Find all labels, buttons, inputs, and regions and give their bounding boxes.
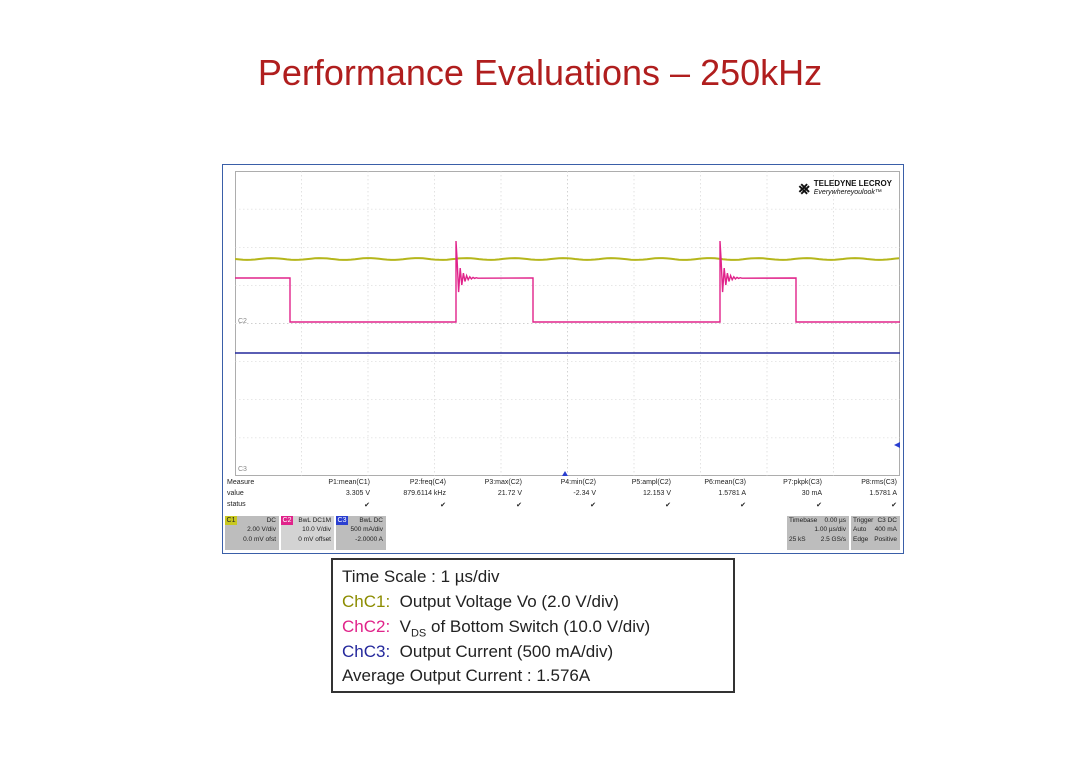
trigger-descriptor[interactable]: Trigger C3 DC Auto 400 mA Edge Positive [851, 516, 900, 550]
measure-name[interactable]: P5:ampl(C2) [631, 479, 671, 486]
measure-status-check-icon: ✔ [665, 502, 671, 509]
trigger-source: C3 DC [877, 517, 897, 524]
legend-ch3-desc: Output Current (500 mA/div) [399, 642, 614, 661]
legend-ch1: ChC1: Output Voltage Vo (2.0 V/div) [342, 592, 619, 612]
channel-tag: C3 [336, 516, 348, 525]
channel-offset: 0 mV offset [298, 536, 331, 543]
trigger-label: Trigger [853, 517, 874, 524]
measure-value: -2.34 V [573, 490, 596, 497]
trace-ch2-vds [235, 240, 900, 323]
measure-name[interactable]: P4:min(C2) [560, 479, 596, 486]
measure-status-check-icon: ✔ [440, 502, 446, 509]
channel-coupling: DC [266, 517, 276, 524]
channel-scale: 500 mA/div [350, 526, 383, 533]
trigger-slope: Positive [874, 536, 897, 543]
legend-ch3-label: ChC3: [342, 642, 391, 661]
measure-value: 21.72 V [497, 490, 522, 497]
measure-name[interactable]: P8:rms(C3) [861, 479, 897, 486]
channel-coupling: BwL DC1M [298, 517, 331, 524]
channel-c2-descriptor[interactable]: C2 BwL DC1M 10.0 V/div 0 mV offset [281, 516, 334, 550]
measure-status-check-icon: ✔ [816, 502, 822, 509]
trigger-type: Edge [853, 536, 869, 543]
channel-marker-c2: C2 [238, 318, 247, 325]
channel-offset: 0.0 mV ofst [243, 536, 276, 543]
channel-offset: -2.0000 A [355, 536, 383, 543]
value-row-label: value [227, 490, 244, 497]
trigger-position-marker [562, 471, 568, 476]
measure-name[interactable]: P7:pkpk(C3) [783, 479, 822, 486]
measure-value: 1.5781 A [869, 490, 897, 497]
measure-value: 30 mA [801, 490, 822, 497]
timebase-rate: 2.5 GS/s [820, 536, 846, 543]
measure-status-check-icon: ✔ [516, 502, 522, 509]
time-scale-text: Time Scale : 1 µs/div [342, 567, 500, 586]
measure-name[interactable]: P1:mean(C1) [328, 479, 370, 486]
legend-ch1-label: ChC1: [342, 592, 391, 611]
waveform-display: C2 C3 ⨳ TELEDYNE LECROY Everywhereyouloo… [235, 171, 900, 476]
legend-ch1-desc: Output Voltage Vo (2.0 V/div) [399, 592, 619, 611]
channel-c3-descriptor[interactable]: C3 BwL DC 500 mA/div -2.0000 A [336, 516, 386, 550]
timebase-descriptor[interactable]: Timebase 0.00 µs 1.00 µs/div 25 kS 2.5 G… [787, 516, 849, 550]
timebase-label: Timebase [789, 517, 818, 524]
measure-row-label: Measure [227, 479, 255, 486]
measure-name[interactable]: P3:max(C2) [484, 479, 522, 486]
trigger-level: 400 mA [874, 526, 897, 533]
channel-tag: C1 [225, 516, 237, 525]
measure-value: 879.6114 kHz [403, 490, 446, 497]
channel-controls: C1 DC 2.00 V/div 0.0 mV ofst C2 BwL DC1M… [225, 516, 900, 550]
measure-value: 3.305 V [345, 490, 370, 497]
channel-scale: 2.00 V/div [247, 526, 276, 533]
measurement-table: Measure P1:mean(C1) P2:freq(C4) P3:max(C… [227, 479, 899, 513]
legend-ch2-desc: of Bottom Switch (10.0 V/div) [426, 617, 651, 636]
channel-scale: 10.0 V/div [302, 526, 331, 533]
grid [235, 171, 900, 476]
channel-legend-box: Time Scale : 1 µs/div ChC1: Output Volta… [331, 558, 735, 693]
brand-name: TELEDYNE LECROY [813, 178, 892, 188]
trigger-level-marker [894, 442, 900, 448]
measure-name[interactable]: P2:freq(C4) [409, 479, 446, 486]
measure-name[interactable]: P6:mean(C3) [704, 479, 746, 486]
channel-c1-descriptor[interactable]: C1 DC 2.00 V/div 0.0 mV ofst [225, 516, 279, 550]
measure-value: 1.5781 A [718, 490, 746, 497]
status-row-label: status [227, 501, 246, 508]
legend-ch2: ChC2: VDS of Bottom Switch (10.0 V/div) [342, 617, 650, 639]
slide-title: Performance Evaluations – 250kHz [257, 52, 823, 93]
oscilloscope-screenshot: C2 C3 ⨳ TELEDYNE LECROY Everywhereyouloo… [222, 164, 904, 554]
legend-ch2-label: ChC2: [342, 617, 391, 636]
channel-marker-c3: C3 [238, 466, 247, 473]
channel-coupling: BwL DC [359, 517, 383, 524]
measure-value: 12.153 V [642, 490, 671, 497]
legend-ch3: ChC3: Output Current (500 mA/div) [342, 642, 613, 662]
trace-ch1-output-voltage [235, 257, 900, 261]
teledyne-lecroy-logo-icon: ⨳ [798, 178, 810, 198]
measure-status-check-icon: ✔ [891, 502, 897, 509]
timebase-delay: 0.00 µs [824, 517, 846, 524]
waveform-plot [235, 171, 900, 476]
trigger-mode: Auto [853, 526, 867, 533]
teledyne-lecroy-brand: ⨳ TELEDYNE LECROY Everywhereyoulook™ [799, 179, 892, 197]
measure-status-check-icon: ✔ [364, 502, 370, 509]
legend-ch2-sub: DS [410, 627, 427, 640]
average-current-text: Average Output Current : 1.576A [342, 666, 591, 685]
timebase-samples: 25 kS [789, 536, 806, 543]
channel-tag: C2 [281, 516, 293, 525]
legend-ch2-v: V [399, 617, 411, 636]
measure-status-check-icon: ✔ [740, 502, 746, 509]
measure-status-check-icon: ✔ [590, 502, 596, 509]
brand-tagline: Everywhereyoulook™ [813, 188, 882, 196]
timebase-scale: 1.00 µs/div [814, 526, 846, 533]
